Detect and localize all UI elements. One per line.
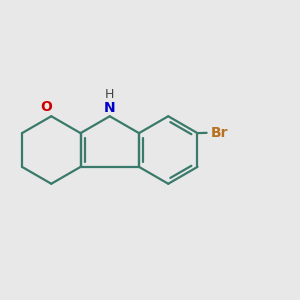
Text: N: N <box>104 101 116 115</box>
Text: Br: Br <box>211 125 229 140</box>
Text: O: O <box>40 100 52 114</box>
Text: H: H <box>105 88 115 101</box>
